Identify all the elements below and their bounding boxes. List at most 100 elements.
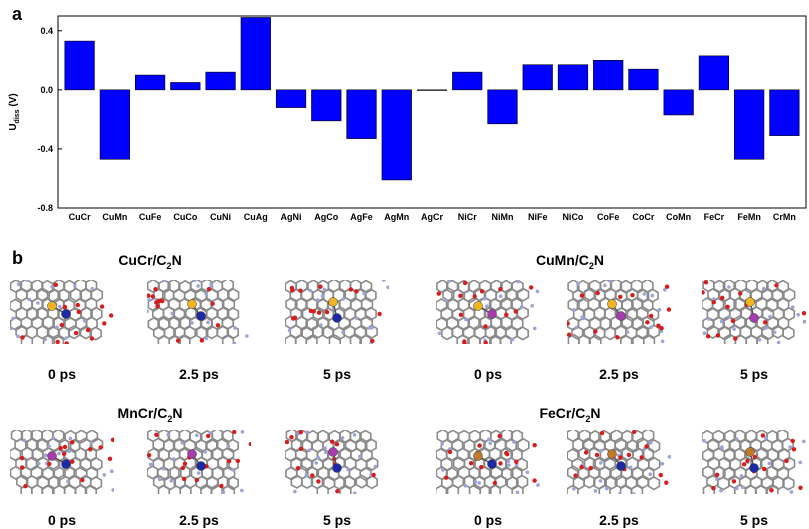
nitrogen-atom xyxy=(599,449,603,453)
metal-atom-1 xyxy=(473,451,483,461)
nitrogen-atom xyxy=(353,491,357,494)
nitrogen-atom xyxy=(660,339,665,344)
nitrogen-atom xyxy=(757,338,762,342)
nitrogen-atom xyxy=(581,316,585,321)
nitrogen-atom xyxy=(663,287,667,292)
water-oxygen-atom xyxy=(532,478,537,483)
x-tick-label: FeCr xyxy=(704,212,725,222)
nitrogen-atom xyxy=(208,431,213,435)
water-oxygen-atom xyxy=(289,435,294,440)
nitrogen-atom xyxy=(320,294,325,298)
nitrogen-atom xyxy=(739,474,744,478)
water-oxygen-atom xyxy=(70,459,75,464)
nitrogen-atom xyxy=(707,317,711,321)
water-oxygen-atom xyxy=(599,430,605,436)
nitrogen-atom xyxy=(55,325,59,330)
nitrogen-atom xyxy=(64,336,68,340)
water-oxygen-atom xyxy=(626,452,632,458)
metal-atom-2 xyxy=(749,463,759,473)
nitrogen-atom xyxy=(203,450,207,454)
water-oxygen-atom xyxy=(573,473,578,478)
metal-atom-2 xyxy=(61,309,71,319)
water-oxygen-atom xyxy=(47,461,52,467)
water-oxygen-atom xyxy=(791,447,797,452)
nitrogen-atom xyxy=(319,323,323,327)
bar-cocr xyxy=(628,68,659,91)
water-oxygen-atom xyxy=(529,285,534,290)
nitrogen-atom xyxy=(598,479,603,483)
water-oxygen-atom xyxy=(206,287,212,292)
nitrogen-atom xyxy=(316,456,321,460)
nitrogen-atom xyxy=(232,341,237,344)
md-snapshot xyxy=(285,430,379,494)
nitrogen-atom xyxy=(741,485,745,489)
nitrogen-atom xyxy=(43,453,48,457)
nitrogen-atom xyxy=(628,465,633,470)
water-oxygen-atom xyxy=(630,293,635,298)
water-oxygen-atom xyxy=(88,447,93,452)
water-oxygen-atom xyxy=(298,446,304,451)
md-snapshot xyxy=(436,280,540,344)
nitrogen-atom xyxy=(768,314,772,319)
bar-cofe xyxy=(593,60,624,91)
water-oxygen-atom xyxy=(458,312,464,317)
nitrogen-atom xyxy=(204,336,209,341)
water-oxygen-atom xyxy=(711,300,716,305)
water-oxygen-atom xyxy=(335,489,340,494)
water-oxygen-atom xyxy=(194,477,199,483)
water-oxygen-atom xyxy=(182,461,188,466)
nitrogen-atom xyxy=(535,289,540,294)
water-oxygen-atom xyxy=(593,329,598,334)
md-snapshot xyxy=(147,430,251,494)
nitrogen-atom xyxy=(180,441,185,445)
nitrogen-atom xyxy=(719,319,724,324)
metal-atom-2 xyxy=(332,463,342,473)
water-oxygen-atom xyxy=(479,464,484,470)
nitrogen-atom xyxy=(352,433,357,437)
nitrogen-atom xyxy=(102,473,107,477)
nitrogen-atom xyxy=(370,326,374,330)
nitrogen-atom xyxy=(172,457,176,461)
water-oxygen-atom xyxy=(182,476,187,482)
nitrogen-atom xyxy=(27,297,32,302)
time-label: 0 ps xyxy=(47,512,76,528)
water-oxygen-atom xyxy=(790,438,795,444)
water-oxygen-atom xyxy=(76,309,82,315)
nitrogen-atom xyxy=(68,436,73,441)
water-oxygen-atom xyxy=(298,430,303,435)
metal-atom-1 xyxy=(745,447,755,457)
bar-nife xyxy=(522,64,553,91)
metal-atom-1 xyxy=(187,299,197,309)
water-oxygen-atom xyxy=(469,461,474,466)
water-oxygen-atom xyxy=(98,445,103,450)
nitrogen-atom xyxy=(166,433,170,437)
water-oxygen-atom xyxy=(703,280,709,285)
nitrogen-atom xyxy=(719,488,723,493)
nitrogen-atom xyxy=(57,304,62,309)
nitrogen-atom xyxy=(802,439,806,444)
water-oxygen-atom xyxy=(371,472,376,478)
nitrogen-atom xyxy=(488,441,492,445)
nitrogen-atom xyxy=(483,296,487,301)
time-label: 5 ps xyxy=(739,512,768,528)
water-oxygen-atom xyxy=(150,294,156,299)
nitrogen-atom xyxy=(37,461,41,466)
water-oxygen-atom xyxy=(639,455,644,460)
nitrogen-atom xyxy=(498,294,503,299)
plot-frame xyxy=(57,15,807,209)
nitrogen-atom xyxy=(447,280,451,283)
nitrogen-atom xyxy=(506,459,511,463)
metal-atom-2 xyxy=(487,309,497,319)
y-tick-label: 0.4 xyxy=(40,26,53,36)
water-oxygen-atom xyxy=(248,441,251,447)
nitrogen-atom xyxy=(196,471,201,475)
metal-atom-2 xyxy=(196,461,206,471)
nitrogen-atom xyxy=(650,293,655,298)
x-tick-label: CuCr xyxy=(69,212,91,222)
water-oxygen-atom xyxy=(458,293,463,298)
snapshot-group-title: CuMn/C2N xyxy=(535,252,605,271)
nitrogen-atom xyxy=(341,297,346,301)
x-tick-label: CuMn xyxy=(102,212,127,222)
metal-atom-1 xyxy=(473,301,483,311)
nitrogen-atom xyxy=(444,298,448,303)
